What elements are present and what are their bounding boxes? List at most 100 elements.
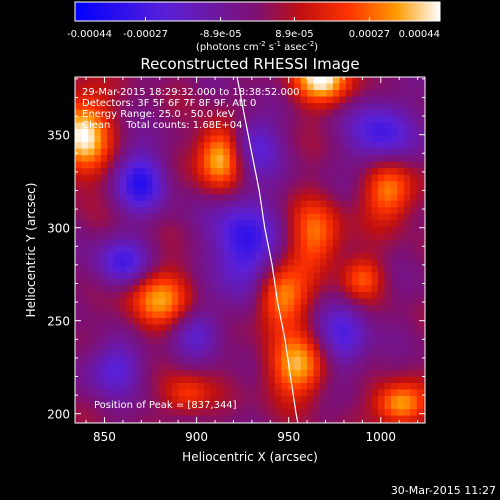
heatmap-cell <box>120 155 128 163</box>
heatmap-cell <box>255 415 263 423</box>
heatmap-cell <box>307 304 315 312</box>
heatmap-cell <box>294 116 302 124</box>
heatmap-cell <box>371 350 379 358</box>
heatmap-cell <box>378 239 385 247</box>
heatmap-cell <box>332 402 340 410</box>
heatmap-cell <box>178 220 186 228</box>
heatmap-cell <box>274 90 282 98</box>
heatmap-cell <box>300 109 308 117</box>
heatmap-cell <box>274 155 282 163</box>
heatmap-cell <box>345 389 353 397</box>
heatmap-cell <box>126 252 134 260</box>
heatmap-cell <box>274 259 282 267</box>
heatmap-cell <box>274 363 282 371</box>
heatmap-cell <box>184 77 192 85</box>
heatmap-cell <box>287 389 295 397</box>
heatmap-cell <box>229 122 237 130</box>
heatmap-cell <box>184 246 192 254</box>
heatmap-cell <box>152 122 160 130</box>
heatmap-cell <box>320 129 327 137</box>
heatmap-cell <box>184 369 192 377</box>
heatmap-cell <box>339 200 347 208</box>
heatmap-cell <box>171 356 179 364</box>
heatmap-cell <box>223 135 231 143</box>
heatmap-cell <box>184 207 192 215</box>
heatmap-cell <box>171 285 179 293</box>
heatmap-cell <box>332 122 340 130</box>
heatmap-cell <box>120 103 128 111</box>
heatmap-cell <box>345 272 353 280</box>
heatmap-cell <box>165 161 173 169</box>
heatmap-cell <box>423 96 425 104</box>
heatmap-cell <box>223 220 231 228</box>
heatmap-cell <box>223 233 231 241</box>
heatmap-cell <box>384 389 392 397</box>
heatmap-cell <box>133 298 140 306</box>
heatmap-cell <box>113 109 121 117</box>
heatmap-cell <box>203 161 211 169</box>
heatmap-cell <box>120 77 128 85</box>
heatmap-cell <box>300 324 308 332</box>
heatmap-cell <box>410 409 418 417</box>
heatmap-cell <box>223 187 231 195</box>
heatmap-cell <box>378 246 385 254</box>
heatmap-cell <box>365 383 373 391</box>
heatmap-cell <box>184 103 192 111</box>
heatmap-cell <box>113 330 121 338</box>
heatmap-cell <box>139 409 147 417</box>
heatmap-cell <box>332 285 340 293</box>
heatmap-cell <box>210 272 218 280</box>
heatmap-cell <box>294 304 302 312</box>
heatmap-cell <box>300 155 308 163</box>
heatmap-cell <box>294 285 302 293</box>
heatmap-cell <box>229 161 237 169</box>
heatmap-cell <box>216 103 224 111</box>
heatmap-cell <box>81 278 89 286</box>
heatmap-cell <box>365 246 373 254</box>
heatmap-cell <box>184 155 192 163</box>
heatmap-cell <box>320 383 327 391</box>
heatmap-cell <box>384 148 392 156</box>
heatmap-cell <box>287 291 295 299</box>
heatmap-cell <box>87 272 95 280</box>
heatmap-cell <box>100 246 108 254</box>
heatmap-cell <box>326 252 334 260</box>
heatmap-cell <box>339 109 347 117</box>
heatmap-cell <box>100 122 108 130</box>
heatmap-cell <box>358 135 366 143</box>
heatmap-cell <box>261 259 269 267</box>
heatmap-cell <box>197 376 205 384</box>
heatmap-cell <box>81 246 89 254</box>
heatmap-cell <box>145 337 153 345</box>
heatmap-cell <box>216 122 224 130</box>
heatmap-cell <box>145 135 153 143</box>
heatmap-cell <box>403 181 411 189</box>
heatmap-cell <box>184 298 192 306</box>
heatmap-cell <box>423 90 425 98</box>
heatmap-cell <box>365 298 373 306</box>
heatmap-cell <box>281 330 289 338</box>
heatmap-cell <box>210 409 218 417</box>
heatmap-cell <box>216 181 224 189</box>
heatmap-cell <box>75 415 82 423</box>
heatmap-cell <box>107 194 115 202</box>
heatmap-cell <box>120 187 128 195</box>
heatmap-cell <box>81 135 89 143</box>
heatmap-cell <box>281 174 289 182</box>
heatmap-cell <box>410 181 418 189</box>
heatmap-cell <box>100 83 108 91</box>
heatmap-cell <box>100 369 108 377</box>
heatmap-cell <box>326 226 334 234</box>
heatmap-cell <box>133 155 140 163</box>
heatmap-cell <box>223 324 231 332</box>
heatmap-cell <box>171 363 179 371</box>
heatmap-cell <box>165 181 173 189</box>
heatmap-cell <box>203 239 211 247</box>
heatmap-cell <box>345 77 353 85</box>
heatmap-cell <box>229 291 237 299</box>
heatmap-cell <box>326 317 334 325</box>
heatmap-cell <box>107 187 115 195</box>
heatmap-cell <box>358 376 366 384</box>
heatmap-cell <box>326 246 334 254</box>
heatmap-cell <box>339 103 347 111</box>
